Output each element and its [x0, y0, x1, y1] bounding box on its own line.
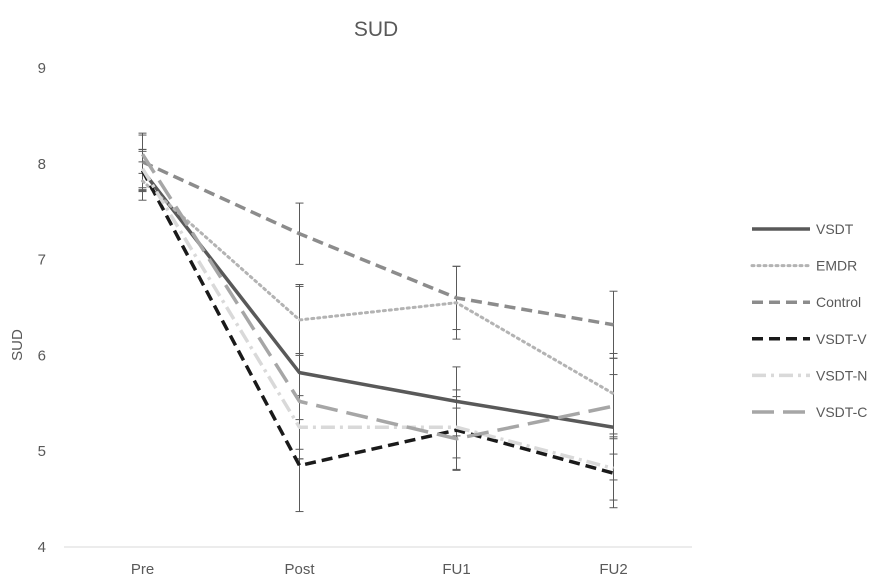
legend-item: VSDT-C [752, 404, 867, 420]
legend-label: VSDT-N [816, 367, 867, 383]
x-tick-labels: Pre Post FU1 FU2 [131, 561, 628, 578]
series-line-emdr [141, 179, 615, 396]
legend-item: VSDT-V [752, 331, 867, 347]
legend-label: VSDT-V [816, 331, 867, 347]
error-bar [609, 357, 618, 455]
y-axis-title: SUD [9, 329, 26, 361]
y-tick-labels: 4 5 6 7 8 9 [38, 60, 46, 556]
x-tick-label: FU2 [599, 561, 627, 578]
legend-label: VSDT-C [816, 404, 867, 420]
x-tick-label: Post [284, 561, 315, 578]
legend: VSDT EMDR Control VSDT-V VSDT-N VSDT-C [750, 221, 867, 420]
y-tick-label: 7 [38, 252, 46, 269]
legend-item: Control [752, 294, 861, 310]
y-tick-label: 8 [38, 156, 46, 173]
legend-label: Control [816, 294, 861, 310]
chart-title: SUD [354, 18, 398, 41]
x-tick-label: Pre [131, 561, 154, 578]
series-line-control [141, 160, 614, 327]
x-tick-label: FU1 [442, 561, 470, 578]
legend-label: EMDR [816, 258, 857, 274]
legend-label: VSDT [816, 221, 854, 237]
series-lines [140, 153, 615, 475]
series-line-vsdt-c [141, 153, 614, 441]
series-line-vsdt-n [141, 167, 614, 471]
y-tick-label: 5 [38, 443, 46, 460]
y-tick-label: 9 [38, 60, 46, 77]
series-line-vsdt-v [140, 169, 614, 475]
y-tick-label: 6 [38, 347, 46, 364]
y-tick-label: 4 [38, 539, 46, 556]
legend-item: VSDT [752, 221, 854, 237]
series-line-vsdt [141, 169, 614, 429]
legend-item: EMDR [750, 258, 857, 274]
legend-item: VSDT-N [752, 367, 867, 383]
